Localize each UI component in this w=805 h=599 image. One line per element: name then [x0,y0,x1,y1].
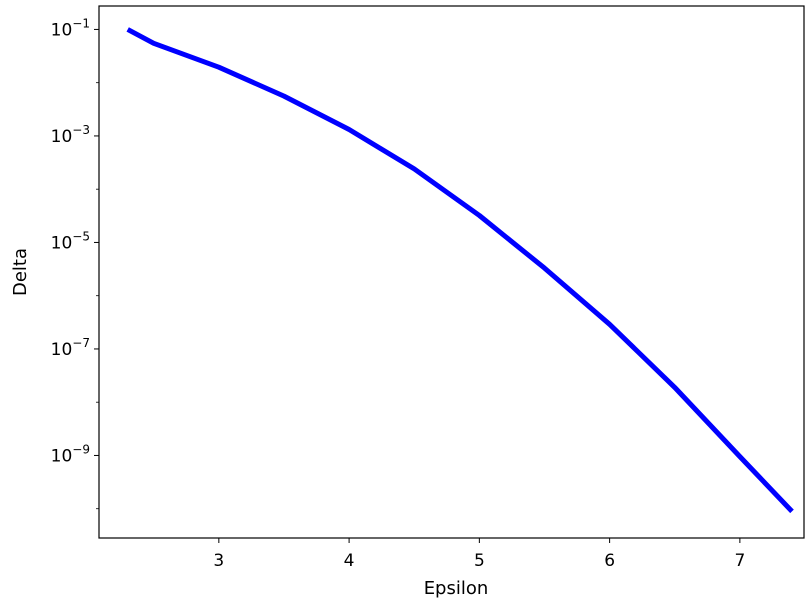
x-tick-label: 6 [604,551,615,571]
x-axis-label: Epsilon [424,578,489,599]
y-tick-label: 10−1 [51,16,90,40]
y-tick-label: 10−5 [51,229,90,253]
x-tick-label: 7 [734,551,745,571]
x-tick-label: 4 [344,551,355,571]
series-line-0 [126,27,794,514]
x-tick-label: 5 [474,551,485,571]
y-tick-label: 10−9 [51,442,90,466]
y-axis-label: Delta [10,248,31,296]
y-tick-label: 10−3 [51,123,90,147]
x-tick-label: 3 [213,551,224,571]
y-axis-ticks: 10−1 10−3 10−5 10−7 10−9 [51,16,99,510]
plot-area [98,5,805,539]
y-tick-label: 10−7 [51,336,90,360]
x-axis-ticks: 3 4 5 6 7 [213,538,745,571]
plot-frame [98,5,805,539]
